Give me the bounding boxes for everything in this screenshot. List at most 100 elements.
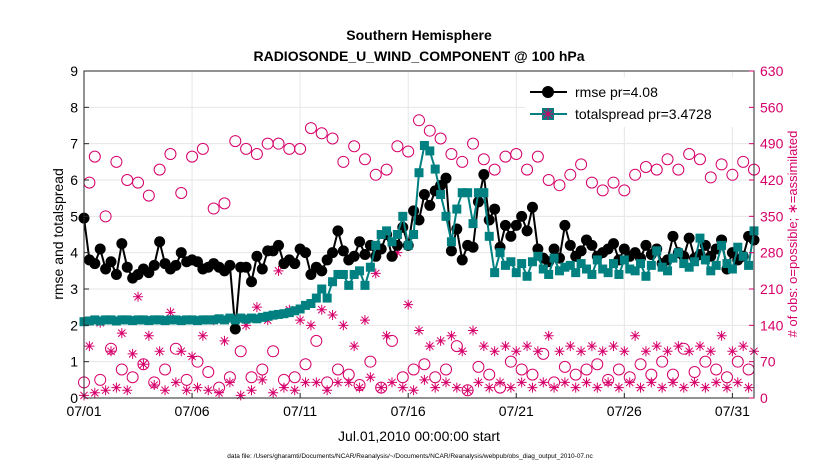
totalspread-point [301, 300, 311, 310]
obs-assimilated-marker [192, 382, 203, 393]
obs-possible-marker [488, 163, 501, 176]
y-left-tick-label: 1 [70, 354, 78, 370]
y-right-tick-label: 630 [760, 63, 784, 79]
obs-assimilated-marker [694, 341, 705, 352]
totalspread-point [214, 314, 224, 324]
obs-assimilated-marker [511, 346, 522, 357]
x-tick-label: 07/01 [66, 403, 101, 419]
rmse-point [116, 238, 128, 250]
totalspread-point [344, 280, 354, 290]
totalspread-point [382, 226, 392, 236]
rmse-point [467, 241, 479, 253]
obs-assimilated-marker [635, 382, 646, 393]
totalspread-point [733, 242, 743, 252]
y-left-tick-label: 0 [70, 390, 78, 406]
obs-possible-marker [656, 355, 669, 368]
totalspread-point [663, 266, 673, 276]
totalspread-point [463, 188, 473, 198]
obs-assimilated-marker [176, 346, 187, 357]
obs-assimilated-marker [133, 291, 144, 302]
totalspread-point [392, 230, 402, 239]
totalspread-point [711, 260, 721, 270]
obs-assimilated-marker [332, 377, 343, 388]
obs-assimilated-marker [478, 341, 489, 352]
totalspread-point [403, 240, 413, 250]
rmse-point [499, 219, 511, 231]
rmse-point [273, 239, 285, 251]
obs-possible-marker [229, 135, 242, 148]
y-axis-left-label: rmse and totalspread [50, 168, 66, 300]
obs-assimilated-marker [257, 374, 268, 385]
totalspread-point [452, 204, 462, 214]
obs-possible-marker [477, 153, 490, 166]
totalspread-point [603, 268, 613, 278]
totalspread-point [236, 313, 246, 323]
obs-possible-marker [207, 202, 220, 215]
totalspread-point [176, 316, 186, 326]
obs-possible-marker [429, 371, 442, 384]
obs-possible-marker [639, 161, 652, 174]
totalspread-point [328, 277, 338, 287]
totalspread-point [268, 310, 278, 320]
obs-assimilated-marker [89, 387, 100, 398]
obs-assimilated-marker [214, 387, 225, 398]
obs-assimilated-marker [116, 328, 127, 339]
rmse-point [224, 259, 236, 271]
rmse-point [316, 265, 328, 277]
obs-assimilated-marker [451, 382, 462, 393]
totalspread-point [257, 312, 267, 322]
obs-possible-marker [272, 137, 285, 150]
obs-count-markers [78, 114, 760, 401]
obs-assimilated-marker [684, 346, 695, 357]
totalspread-point [614, 269, 624, 279]
totalspread-point [263, 311, 273, 321]
obs-possible-marker [186, 150, 199, 163]
obs-possible-marker [196, 142, 209, 155]
totalspread-point [230, 315, 240, 325]
obs-assimilated-marker [527, 382, 538, 393]
totalspread-point [495, 248, 505, 258]
x-tick-label: 07/16 [391, 403, 426, 419]
totalspread-point [111, 316, 121, 326]
rmse-point [240, 261, 252, 273]
totalspread-point [538, 264, 548, 274]
y-left-tick-label: 4 [70, 245, 78, 261]
obs-possible-marker [331, 363, 344, 376]
x-axis-label: Jul.01,2010 00:00:00 start [338, 428, 500, 444]
rmse-point [640, 239, 652, 251]
obs-assimilated-marker [646, 377, 657, 388]
totalspread-point [506, 257, 516, 267]
legend-box [525, 77, 749, 127]
totalspread-point [376, 230, 386, 239]
obs-possible-marker [720, 371, 733, 384]
obs-assimilated-marker [619, 346, 630, 357]
obs-possible-marker [88, 150, 101, 163]
totalspread-point [106, 315, 116, 325]
obs-possible-marker [337, 155, 350, 168]
obs-possible-marker [461, 384, 474, 397]
obs-possible-marker [175, 186, 188, 199]
obs-assimilated-marker [603, 377, 614, 388]
obs-possible-marker [726, 168, 739, 181]
rmse-point [289, 258, 301, 270]
obs-possible-marker [407, 363, 420, 376]
obs-assimilated-marker [576, 346, 587, 357]
obs-possible-marker [391, 140, 404, 153]
y-right-tick-label: 280 [760, 245, 784, 261]
obs-assimilated-marker [354, 382, 365, 393]
totalspread-point [279, 309, 289, 319]
obs-assimilated-marker [365, 372, 376, 383]
obs-assimilated-marker [111, 382, 122, 393]
legend-spread-asterisk [542, 108, 554, 120]
totalspread-point [333, 269, 343, 279]
obs-assimilated-marker [716, 330, 727, 341]
rmse-point [246, 276, 257, 288]
y-right-tick-label: 70 [760, 354, 776, 370]
obs-assimilated-marker [651, 341, 662, 352]
rmse-point [110, 268, 122, 280]
obs-assimilated-marker [187, 351, 198, 362]
obs-assimilated-marker [305, 320, 316, 331]
obs-assimilated-marker [381, 330, 392, 341]
obs-assimilated-marker [489, 346, 500, 357]
y-right-tick-label: 0 [760, 390, 768, 406]
